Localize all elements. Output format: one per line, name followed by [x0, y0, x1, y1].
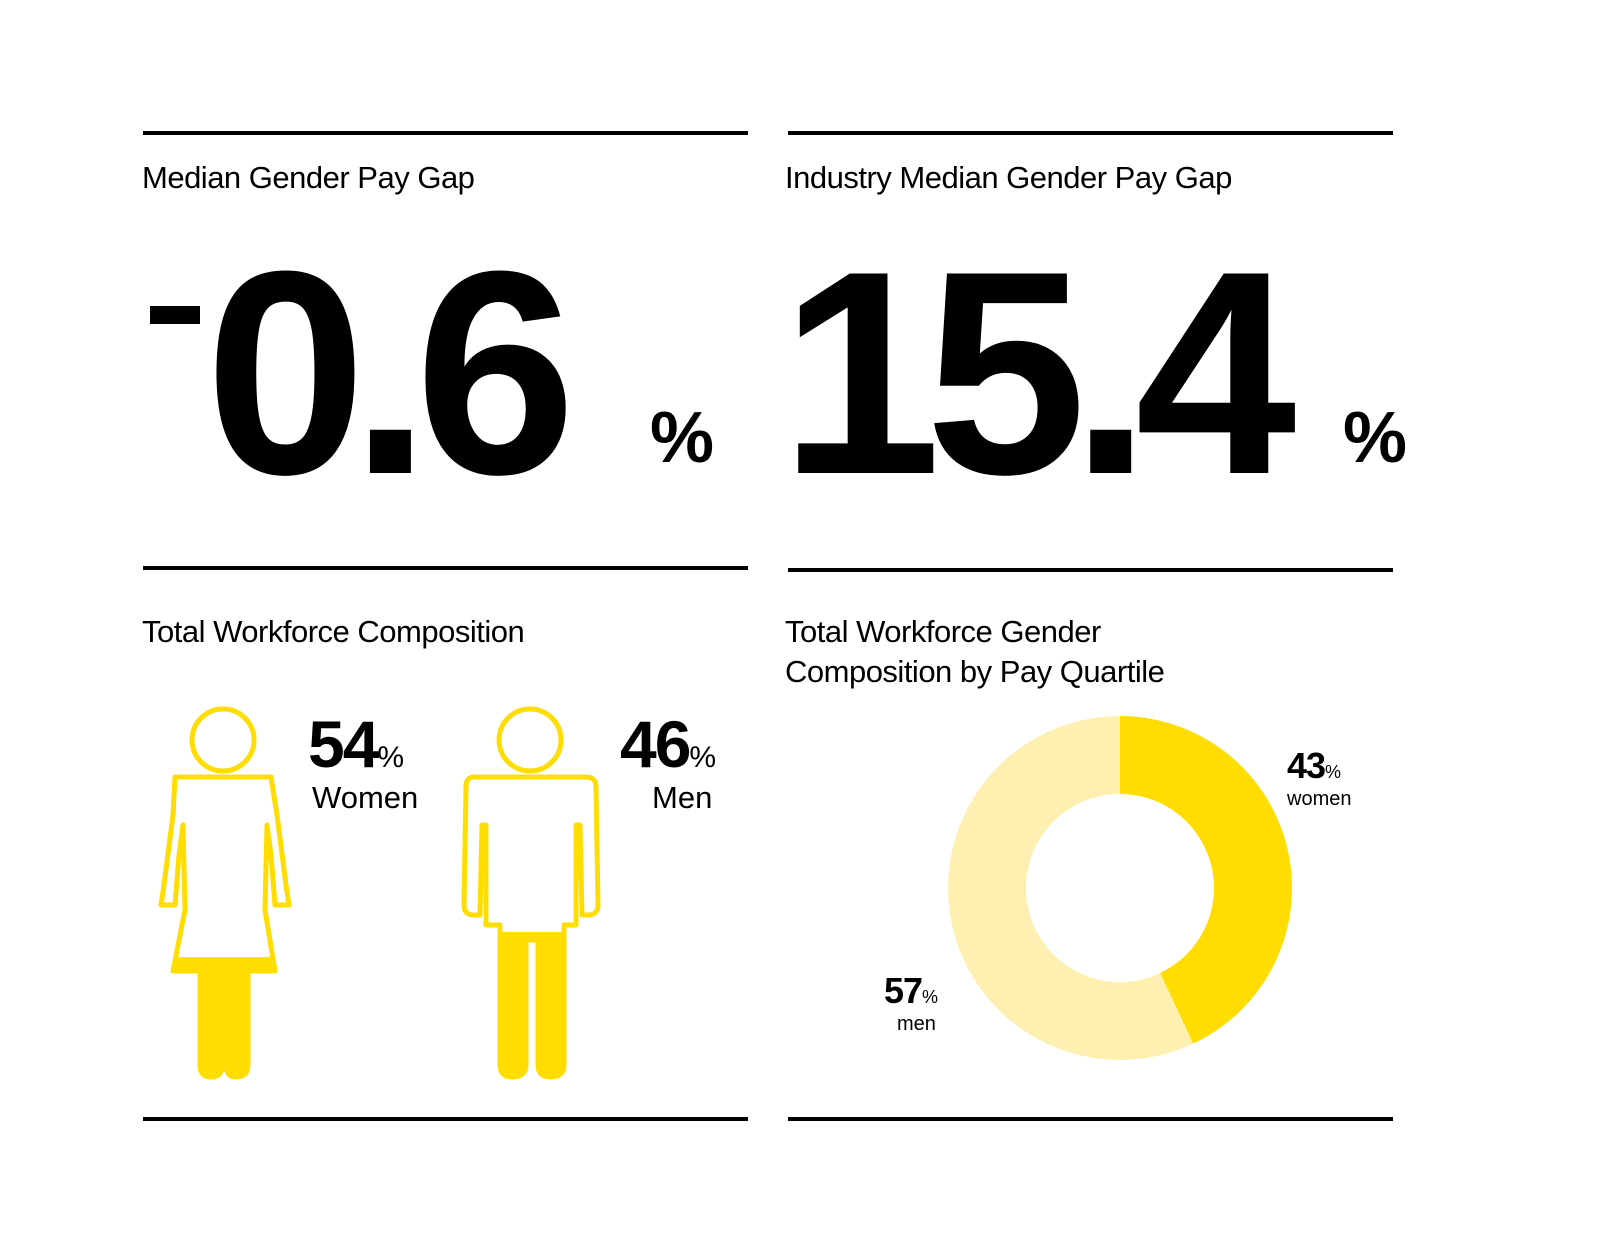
- men-percentage: 46%: [620, 711, 716, 777]
- women-label: Women: [312, 780, 419, 815]
- men-unit: %: [689, 741, 717, 774]
- woman-icon: [158, 706, 292, 1080]
- donut-women-unit: %: [1325, 762, 1342, 782]
- men-value: 46: [620, 707, 691, 781]
- donut-women-value-text: 43%: [1287, 748, 1341, 784]
- median-gap-unit: %: [650, 398, 715, 478]
- divider-top-right: [788, 131, 1393, 135]
- divider-top-left: [143, 131, 748, 135]
- median-gap-heading: Median Gender Pay Gap: [142, 160, 475, 195]
- donut-women-value: 43: [1287, 745, 1326, 786]
- median-gap-value: 0.6: [205, 211, 576, 535]
- men-label: Men: [652, 780, 713, 815]
- quartile-heading-line1: Total Workforce Gender: [785, 614, 1101, 649]
- donut-slice-women: [1120, 716, 1292, 1044]
- divider-bottom-left: [143, 1117, 748, 1121]
- workforce-heading: Total Workforce Composition: [142, 614, 525, 649]
- divider-mid-right: [788, 568, 1393, 572]
- donut-men-unit: %: [922, 987, 939, 1007]
- minus-sign: [150, 306, 200, 324]
- man-icon: [461, 706, 601, 1080]
- divider-bottom-right: [788, 1117, 1393, 1121]
- industry-gap-unit: %: [1343, 398, 1408, 478]
- women-percentage: 54%: [308, 711, 404, 777]
- quartile-heading-line2: Composition by Pay Quartile: [785, 654, 1165, 689]
- donut-men-value: 57: [884, 970, 923, 1011]
- women-unit: %: [377, 741, 405, 774]
- donut-women-label: women: [1287, 788, 1352, 810]
- industry-gap-value: 15.4: [780, 211, 1296, 535]
- women-value: 54: [308, 707, 379, 781]
- donut-men-value-text: 57%: [884, 973, 938, 1009]
- divider-mid-left: [143, 566, 748, 570]
- donut-men-label: men: [897, 1013, 936, 1035]
- donut-chart: [948, 716, 1292, 1060]
- industry-gap-heading: Industry Median Gender Pay Gap: [785, 160, 1232, 195]
- donut-slice-men: [948, 716, 1194, 1060]
